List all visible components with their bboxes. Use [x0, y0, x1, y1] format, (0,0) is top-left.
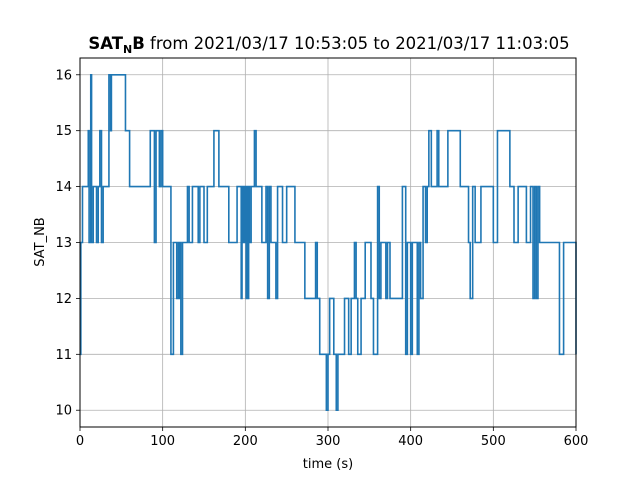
x-tick-label: 500 [481, 434, 506, 449]
y-axis-label: SAT_NB [33, 217, 48, 266]
x-axis-label: time (s) [303, 457, 353, 472]
y-tick-label: 10 [55, 404, 72, 419]
y-tick-label: 13 [55, 236, 72, 251]
x-tick-label: 600 [564, 434, 589, 449]
x-tick-label: 300 [316, 434, 341, 449]
x-tick-label: 100 [150, 434, 175, 449]
title-rest: from 2021/03/17 10:53:05 to 2021/03/17 1… [145, 34, 570, 53]
title-subscript: N [123, 43, 132, 56]
y-tick-label: 11 [55, 348, 72, 363]
x-tick-label: 400 [398, 434, 423, 449]
y-tick-label: 12 [55, 292, 72, 307]
y-axis: 10 11 12 13 14 15 16 [55, 68, 80, 419]
title-bold-part: SAT [88, 34, 123, 53]
series-layer [80, 73, 577, 412]
title-bold-tail: B [132, 34, 145, 53]
y-tick-label: 14 [55, 180, 72, 195]
x-tick-label: 200 [233, 434, 258, 449]
chart-title: SATNB from 2021/03/17 10:53:05 to 2021/0… [88, 34, 569, 56]
y-tick-label: 16 [55, 68, 72, 83]
series-line-0 [80, 73, 577, 412]
y-tick-label: 15 [55, 124, 72, 139]
x-axis: 0 100 200 300 400 500 600 [76, 427, 589, 449]
x-tick-label: 0 [76, 434, 84, 449]
